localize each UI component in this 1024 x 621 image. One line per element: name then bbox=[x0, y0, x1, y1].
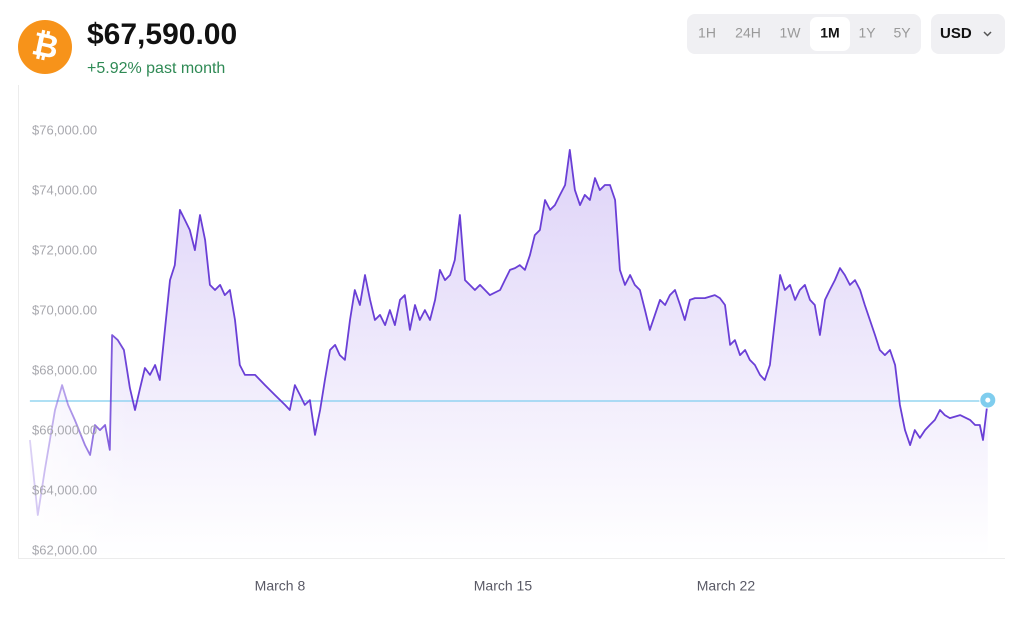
range-active[interactable] bbox=[810, 17, 850, 51]
range-button[interactable]: 5Y bbox=[893, 25, 911, 41]
y-tick-label: $76,000.00 bbox=[32, 122, 97, 137]
y-tick-label: $68,000.00 bbox=[32, 362, 97, 377]
chevron bbox=[983, 31, 992, 37]
y-tick-label: $74,000.00 bbox=[32, 182, 97, 197]
y-tick-label: $64,000.00 bbox=[32, 482, 97, 497]
y-tick-label: $62,000.00 bbox=[32, 542, 97, 557]
x-tick-label: March 15 bbox=[474, 578, 533, 594]
coin-icon bbox=[18, 20, 72, 74]
area bbox=[29, 149, 988, 557]
currency-dropdown[interactable] bbox=[931, 14, 1005, 54]
currency[interactable]: USD bbox=[940, 25, 972, 42]
range-button[interactable]: 1W bbox=[780, 25, 802, 41]
price: $67,590.00 bbox=[87, 18, 237, 51]
y-tick-label: $70,000.00 bbox=[32, 302, 97, 317]
y-tick-label: $72,000.00 bbox=[32, 242, 97, 257]
y-tick-label: $66,000.00 bbox=[32, 422, 97, 437]
range-button[interactable]: 1M bbox=[820, 25, 839, 41]
range-selector bbox=[687, 14, 921, 54]
fade bbox=[20, 81, 130, 557]
x-tick-label: March 8 bbox=[255, 578, 306, 594]
range-button[interactable]: 1H bbox=[698, 25, 716, 41]
price-change: +5.92% past month bbox=[87, 60, 225, 77]
range-button[interactable]: 1Y bbox=[858, 25, 876, 41]
price-line bbox=[29, 149, 989, 516]
current-point-core bbox=[985, 397, 991, 403]
range-button[interactable]: 24H bbox=[735, 25, 761, 41]
x-tick-label: March 22 bbox=[697, 578, 756, 594]
